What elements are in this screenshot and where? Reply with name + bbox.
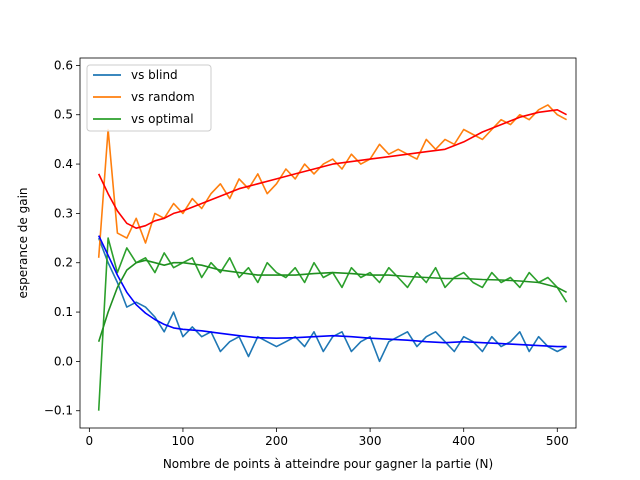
- y-tick-label: 0.5: [54, 108, 73, 122]
- legend-label: vs optimal: [131, 112, 194, 126]
- y-tick-label: 0.0: [54, 354, 73, 368]
- x-axis-label: Nombre de points à atteindre pour gagner…: [163, 457, 493, 471]
- x-axis-ticks: 0 100 200 300 400 500: [86, 428, 569, 448]
- x-tick-label: 300: [359, 434, 382, 448]
- legend-entry-vs-random: vs random: [93, 90, 195, 104]
- trend-layer: [97, 109, 567, 348]
- series-vs-blind: [97, 237, 567, 363]
- legend-entry-vs-blind: vs blind: [93, 68, 178, 82]
- legend-entries: vs blind vs random vs optimal: [93, 68, 195, 126]
- series-line-vs-random: [97, 104, 567, 258]
- trend-line-2: [97, 259, 567, 342]
- y-tick-label: 0.3: [54, 206, 73, 220]
- legend: vs blind vs random vs optimal: [86, 64, 212, 132]
- x-tick-label: 400: [452, 434, 475, 448]
- trend-line-1: [97, 109, 567, 229]
- y-tick-label: 0.2: [54, 256, 73, 270]
- x-tick-label: 200: [265, 434, 288, 448]
- y-tick-label: 0.4: [54, 157, 73, 171]
- series-line-vs-blind: [97, 237, 567, 363]
- trend-line-0: [97, 235, 567, 348]
- y-tick-label: 0.1: [54, 305, 73, 319]
- legend-entry-vs-optimal: vs optimal: [93, 112, 194, 126]
- x-tick-label: 0: [86, 434, 94, 448]
- plot-frame: [79, 57, 577, 429]
- legend-label: vs random: [131, 90, 195, 104]
- legend-label: vs blind: [131, 68, 178, 82]
- y-axis-ticks: −0.1 0.0 0.1 0.2 0.3 0.4 0.5 0.6: [44, 58, 80, 418]
- y-tick-label: 0.6: [54, 58, 73, 72]
- x-tick-label: 100: [171, 434, 194, 448]
- legend-box: [86, 64, 212, 132]
- y-axis-label: esperance de gain: [16, 187, 30, 298]
- x-tick-label: 500: [546, 434, 569, 448]
- series-vs-random: [97, 104, 567, 258]
- y-tick-label: −0.1: [44, 404, 73, 418]
